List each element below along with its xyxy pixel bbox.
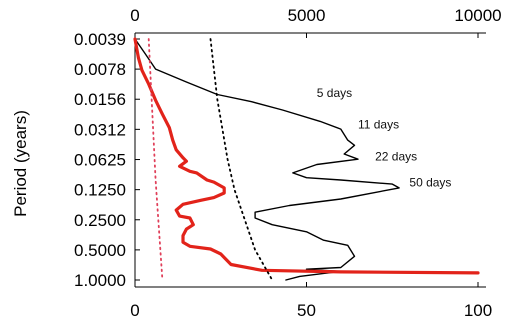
annotation-label: 22 days bbox=[375, 149, 417, 163]
y-tick-label: 0.0039 bbox=[74, 30, 126, 49]
y-tick-label: 0.2500 bbox=[74, 211, 126, 230]
y-ticks: 0.0039 0.0078 0.0156 0.0312 0.0625 0.1250 0.25… bbox=[74, 30, 140, 290]
y-tick-label: 0.0625 bbox=[74, 151, 126, 170]
x-bottom-tick-label: 100 bbox=[464, 301, 492, 320]
x-bottom-tick-label: 0 bbox=[130, 301, 139, 320]
y-tick-label: 0.5000 bbox=[74, 241, 126, 260]
x-top-tick-label: 0 bbox=[130, 6, 139, 25]
annotation-label: 11 days bbox=[358, 118, 399, 132]
x-bottom-ticks: 0 50 100 bbox=[130, 282, 492, 320]
series-line-2 bbox=[133, 37, 480, 275]
x-top-tick-label: 5000 bbox=[288, 6, 326, 25]
axes bbox=[134, 32, 486, 288]
annotation-label: 50 days bbox=[409, 175, 451, 189]
x-top-ticks: 0 5000 10000 bbox=[130, 6, 502, 38]
y-tick-label: 0.0078 bbox=[74, 60, 126, 79]
series-line-4 bbox=[209, 38, 274, 281]
y-tick-label: 0.0156 bbox=[74, 90, 126, 109]
x-bottom-tick-label: 50 bbox=[297, 301, 316, 320]
y-tick-label: 0.1250 bbox=[74, 181, 126, 200]
x-top-tick-label: 10000 bbox=[454, 6, 501, 25]
series-layer bbox=[133, 37, 480, 281]
annotations: 5 days 11 days 22 days 50 days bbox=[317, 86, 452, 190]
series-line-3 bbox=[147, 38, 164, 281]
y-tick-label: 0.0312 bbox=[74, 120, 126, 139]
y-tick-label: 1.0000 bbox=[74, 271, 126, 290]
series-line-1 bbox=[134, 38, 400, 281]
y-axis-title: Period (years) bbox=[11, 110, 30, 217]
annotation-label: 5 days bbox=[317, 86, 352, 100]
